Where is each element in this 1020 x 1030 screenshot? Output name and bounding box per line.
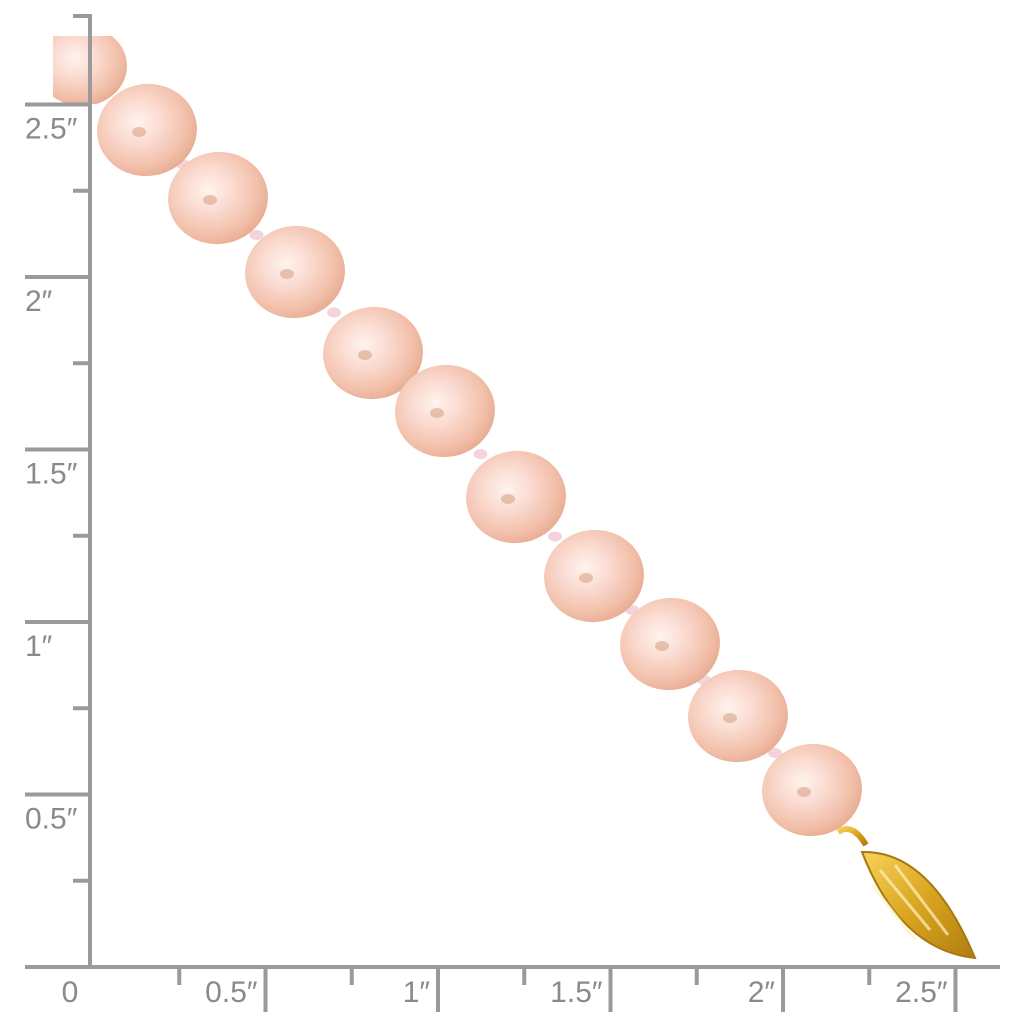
pearl-icon xyxy=(620,597,720,691)
string-knot xyxy=(548,531,562,542)
vertical-ruler-label: 1.5″ xyxy=(25,458,78,491)
pearl-dimple xyxy=(358,350,372,360)
pearl-icon xyxy=(466,450,566,544)
pearl-icon xyxy=(544,529,644,623)
horizontal-ruler-label: 2″ xyxy=(748,976,776,1009)
horizontal-ruler-label: 2.5″ xyxy=(895,976,948,1009)
horizontal-ruler-label: 1.5″ xyxy=(550,976,603,1009)
pearl-dimple xyxy=(655,641,669,651)
pearl-icon xyxy=(97,83,197,177)
pearl-icon xyxy=(53,36,127,104)
string-knot xyxy=(768,748,782,758)
pearl-icon xyxy=(168,151,268,245)
horizontal-ruler-label: 0 xyxy=(62,976,79,1009)
horizontal-ruler-label: 0.5″ xyxy=(205,976,258,1009)
string-knot xyxy=(327,307,341,318)
pearl-strand xyxy=(53,36,862,837)
pearl-icon xyxy=(762,743,862,837)
pearl-dimple xyxy=(501,494,515,504)
vertical-ruler-label: 1″ xyxy=(25,630,53,663)
string-knot xyxy=(249,230,264,240)
pearl-icon xyxy=(245,225,345,319)
pearl-dimple xyxy=(280,269,294,279)
vertical-ruler-label: 2.5″ xyxy=(25,113,78,146)
vertical-ruler-label: 0.5″ xyxy=(25,803,78,836)
pearl-icon xyxy=(395,364,495,458)
pearl-dimple xyxy=(579,573,593,583)
pearl-icon xyxy=(323,306,423,400)
pearl-dimple xyxy=(203,195,217,205)
pearl-dimple xyxy=(723,713,737,723)
string-knot xyxy=(473,449,488,459)
pearl-dimple xyxy=(132,127,146,137)
pearl-icon xyxy=(688,669,788,763)
vertical-ruler-label: 2″ xyxy=(25,285,53,318)
clasp-icon xyxy=(836,826,977,960)
pearl-dimple xyxy=(797,787,811,797)
horizontal-ruler-label: 1″ xyxy=(403,976,431,1009)
pearl-dimple xyxy=(430,408,444,418)
ruler: 2.5″ 2″ 1.5″ 1″ 0.5″ 0 0.5″ 1″ 1.5″ 2″ 2.5″ xyxy=(25,14,1000,1012)
